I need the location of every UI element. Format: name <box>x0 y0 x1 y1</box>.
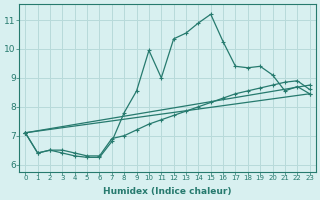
X-axis label: Humidex (Indice chaleur): Humidex (Indice chaleur) <box>103 187 232 196</box>
